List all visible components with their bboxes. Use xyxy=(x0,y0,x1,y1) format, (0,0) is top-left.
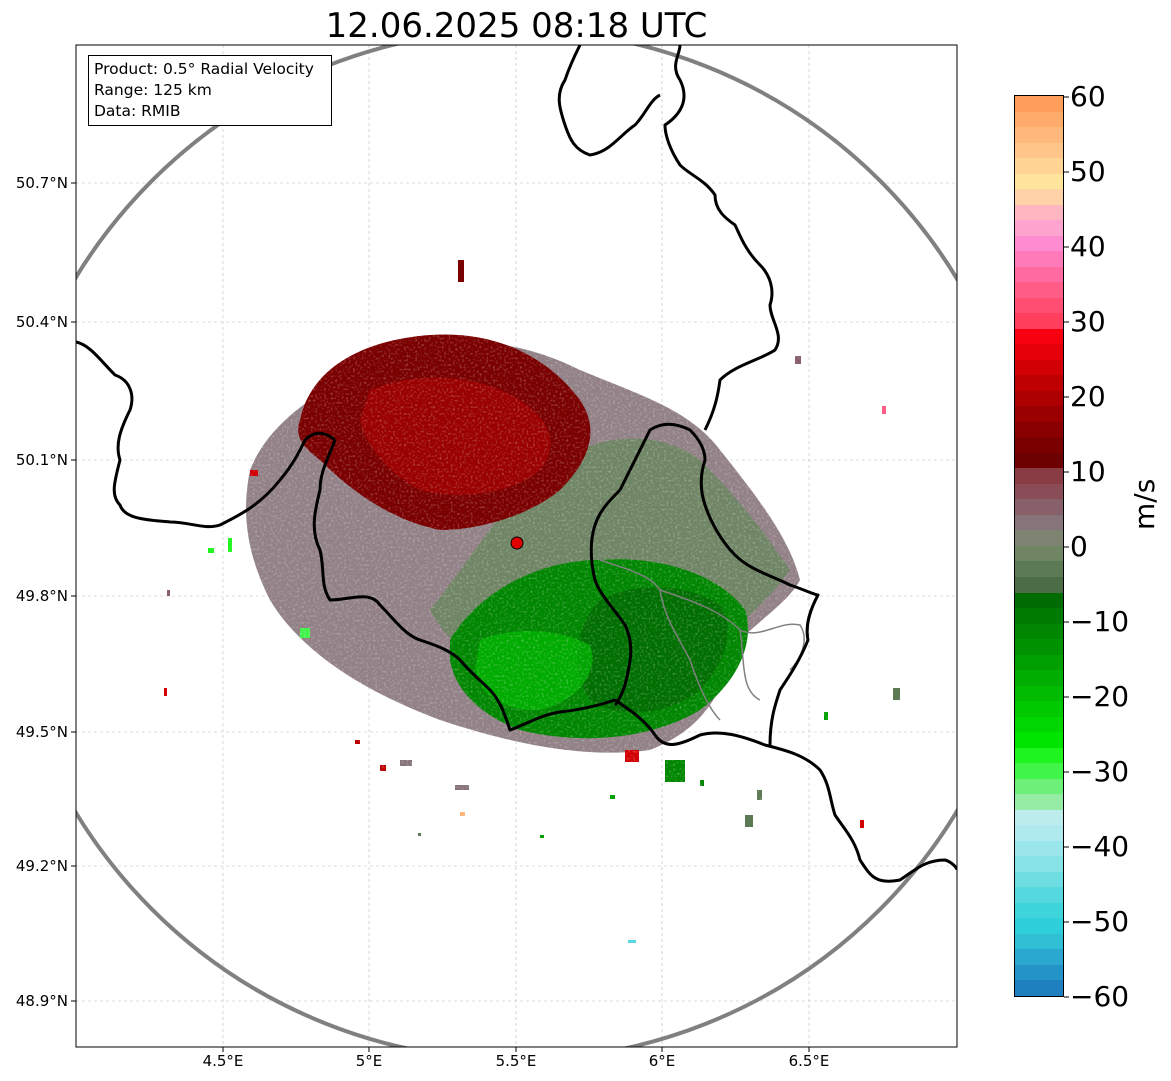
colorbar-segment xyxy=(1015,840,1063,857)
colorbar-tick: 20 xyxy=(1070,380,1106,413)
colorbar-tick: 10 xyxy=(1070,455,1106,488)
lon-label: 5.5°E xyxy=(495,1052,537,1070)
colorbar-segment xyxy=(1015,794,1063,810)
colorbar-segment xyxy=(1015,390,1063,407)
colorbar-segment xyxy=(1015,685,1063,702)
product-info-box: Product: 0.5° Radial Velocity Range: 125… xyxy=(88,55,332,126)
lon-label: 4.5°E xyxy=(202,1052,244,1070)
colorbar-segment xyxy=(1015,189,1063,205)
colorbar-segment xyxy=(1015,732,1063,748)
lat-label: 50.7°N xyxy=(15,174,68,192)
colorbar-segment xyxy=(1015,452,1063,469)
colorbar-segment xyxy=(1015,251,1063,267)
colorbar-segment xyxy=(1015,856,1063,872)
colorbar-segment xyxy=(1015,964,1063,981)
colorbar-segment xyxy=(1015,282,1063,298)
colorbar-segment xyxy=(1015,158,1063,174)
info-data-source: Data: RMIB xyxy=(94,102,181,120)
lat-label: 50.1°N xyxy=(15,451,68,469)
colorbar-segment xyxy=(1015,825,1063,841)
colorbar-segment xyxy=(1015,266,1063,283)
colorbar-segment xyxy=(1015,887,1063,903)
colorbar-segment xyxy=(1015,173,1063,190)
axis-ticks xyxy=(71,182,810,1052)
colorbar-segment xyxy=(1015,499,1063,515)
colorbar-segment xyxy=(1015,933,1063,950)
national-borders xyxy=(76,45,957,883)
colorbar-segment xyxy=(1015,747,1063,764)
map-title: 12.06.2025 08:18 UTC xyxy=(325,6,708,46)
colorbar-segment xyxy=(1015,111,1063,128)
colorbar-tick: 60 xyxy=(1070,80,1106,113)
lat-label: 50.4°N xyxy=(15,313,68,331)
velocity-colorbar xyxy=(1014,95,1064,997)
colorbar-segment xyxy=(1015,530,1063,546)
echo-grain-overlay xyxy=(200,300,850,800)
colorbar-tick: 0 xyxy=(1070,530,1088,563)
radar-site-marker xyxy=(510,536,524,550)
colorbar-segment xyxy=(1015,297,1063,314)
colorbar-segment xyxy=(1015,918,1063,934)
colorbar-segment xyxy=(1015,592,1063,609)
colorbar-segment xyxy=(1015,142,1063,159)
colorbar-segment xyxy=(1015,576,1063,593)
colorbar-segment xyxy=(1015,654,1063,671)
lat-label: 49.8°N xyxy=(15,587,68,605)
colorbar-segment xyxy=(1015,127,1063,143)
colorbar-segment xyxy=(1015,406,1063,422)
colorbar-tick: −50 xyxy=(1070,905,1130,938)
velocity-echoes xyxy=(164,260,900,943)
colorbar-segment xyxy=(1015,561,1063,577)
colorbar-segment xyxy=(1015,980,1063,996)
colorbar-segment xyxy=(1015,359,1063,376)
colorbar-segment xyxy=(1015,949,1063,965)
colorbar-segment xyxy=(1015,468,1063,484)
colorbar-segment xyxy=(1015,670,1063,686)
colorbar-segment xyxy=(1015,545,1063,562)
colorbar-segment xyxy=(1015,639,1063,655)
info-range: Range: 125 km xyxy=(94,81,212,99)
colorbar-tick: −60 xyxy=(1070,980,1130,1013)
colorbar-segment xyxy=(1015,96,1063,112)
colorbar-segment xyxy=(1015,623,1063,640)
colorbar-segment xyxy=(1015,220,1063,236)
colorbar-segment xyxy=(1015,421,1063,438)
province-borders xyxy=(599,559,805,721)
colorbar-segment xyxy=(1015,437,1063,453)
colorbar-unit-label: m/s xyxy=(1128,478,1161,530)
colorbar-segment xyxy=(1015,514,1063,531)
colorbar-segment xyxy=(1015,313,1063,329)
colorbar-tick: −20 xyxy=(1070,680,1130,713)
colorbar-segment xyxy=(1015,716,1063,733)
colorbar-tick: 40 xyxy=(1070,230,1106,263)
lon-label: 6°E xyxy=(648,1052,676,1070)
colorbar-segment xyxy=(1015,778,1063,795)
colorbar-segment xyxy=(1015,871,1063,888)
colorbar-tick: 30 xyxy=(1070,305,1106,338)
colorbar-segment xyxy=(1015,763,1063,779)
plot-area xyxy=(76,45,957,1047)
colorbar-segment xyxy=(1015,235,1063,252)
lat-label: 49.5°N xyxy=(15,723,68,741)
lat-label: 48.9°N xyxy=(15,992,68,1010)
colorbar-segment xyxy=(1015,375,1063,391)
colorbar-segment xyxy=(1015,483,1063,500)
colorbar-tick: 50 xyxy=(1070,155,1106,188)
colorbar-segment xyxy=(1015,809,1063,826)
colorbar-segment xyxy=(1015,204,1063,221)
colorbar-segment xyxy=(1015,902,1063,919)
colorbar-segment xyxy=(1015,608,1063,624)
colorbar-tick: −40 xyxy=(1070,830,1130,863)
colorbar-segment xyxy=(1015,344,1063,360)
info-product: Product: 0.5° Radial Velocity xyxy=(94,60,314,78)
colorbar-segment xyxy=(1015,701,1063,717)
lon-label: 5°E xyxy=(355,1052,383,1070)
lat-label: 49.2°N xyxy=(15,857,68,875)
colorbar-tick: −30 xyxy=(1070,755,1130,788)
colorbar-tick: −10 xyxy=(1070,605,1130,638)
colorbar-segment xyxy=(1015,328,1063,345)
lon-label: 6.5°E xyxy=(788,1052,830,1070)
